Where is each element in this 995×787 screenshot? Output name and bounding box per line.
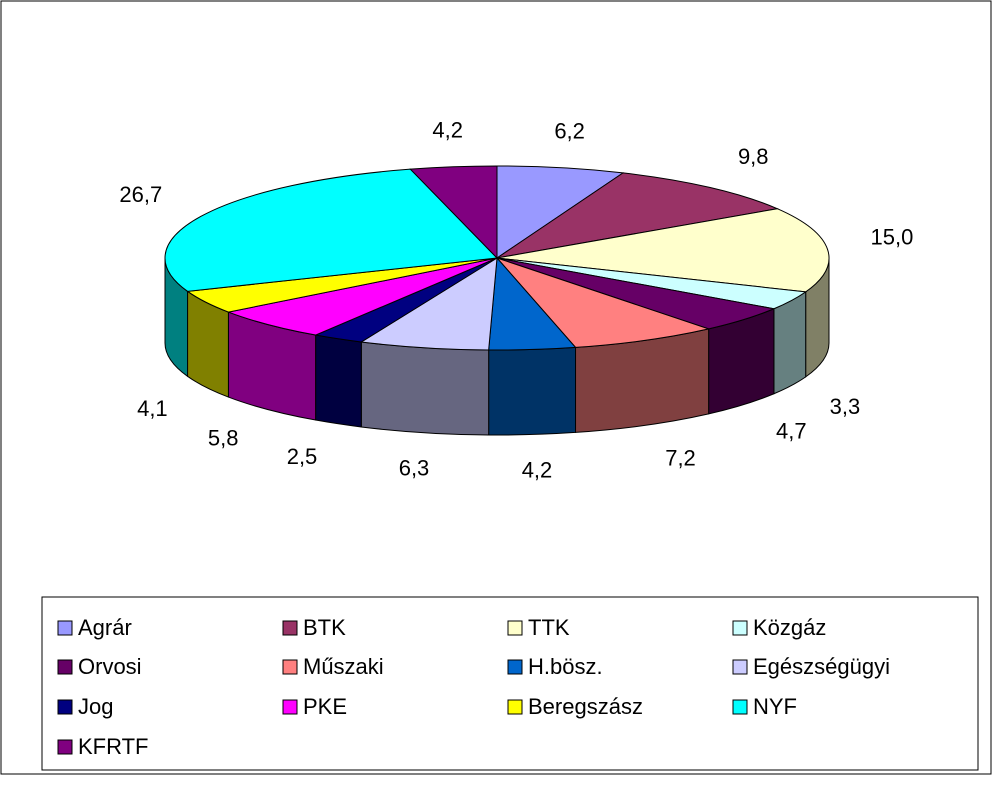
slice: [496, 208, 830, 293]
legend-label: TTK: [528, 615, 570, 640]
legend-swatch: [732, 620, 748, 636]
data-label: 6,2: [554, 118, 585, 143]
legend-swatch: [57, 659, 73, 675]
data-label: 4,2: [522, 458, 553, 483]
legend-label: BTK: [303, 615, 346, 640]
slice: [359, 257, 498, 351]
data-label: 4,7: [776, 419, 807, 444]
data-label: 7,2: [665, 446, 696, 471]
legend-swatch: [282, 659, 298, 675]
data-label: 3,3: [830, 394, 861, 419]
legend-label: Beregszász: [528, 694, 643, 719]
legend-swatch: [507, 620, 523, 636]
slice: [496, 165, 625, 259]
legend-swatch: [57, 739, 73, 755]
slice-side: [488, 346, 577, 436]
legend-label: Egészségügyi: [753, 654, 890, 679]
legend-label: PKE: [303, 694, 347, 719]
legend-swatch: [732, 699, 748, 715]
data-label: 5,8: [208, 425, 239, 450]
data-label: 4,2: [432, 117, 463, 142]
data-label: 9,8: [738, 144, 769, 169]
legend-label: Műszaki: [303, 654, 384, 679]
legend-label: Közgáz: [753, 615, 826, 640]
legend-swatch: [282, 699, 298, 715]
data-label: 4,1: [137, 396, 168, 421]
slice: [495, 256, 711, 348]
legend-label: KFRTF: [78, 734, 148, 759]
slice: [409, 165, 498, 260]
legend-swatch: [57, 699, 73, 715]
legend-label: NYF: [753, 694, 797, 719]
data-label: 6,3: [399, 455, 430, 480]
data-label: 26,7: [119, 182, 162, 207]
slice-side: [360, 341, 490, 436]
legend-label: Agrár: [78, 615, 132, 640]
slice: [164, 168, 499, 292]
legend-label: Orvosi: [78, 654, 142, 679]
data-label: 15,0: [870, 225, 913, 250]
legend-swatch: [57, 620, 73, 636]
slice: [496, 172, 780, 259]
legend-swatch: [732, 659, 748, 675]
data-label: 2,5: [287, 444, 318, 469]
legend-swatch: [507, 659, 523, 675]
legend-label: H.bösz.: [528, 654, 603, 679]
legend-swatch: [282, 620, 298, 636]
legend-swatch: [507, 699, 523, 715]
slice-side: [315, 334, 362, 428]
legend-label: Jog: [78, 694, 113, 719]
